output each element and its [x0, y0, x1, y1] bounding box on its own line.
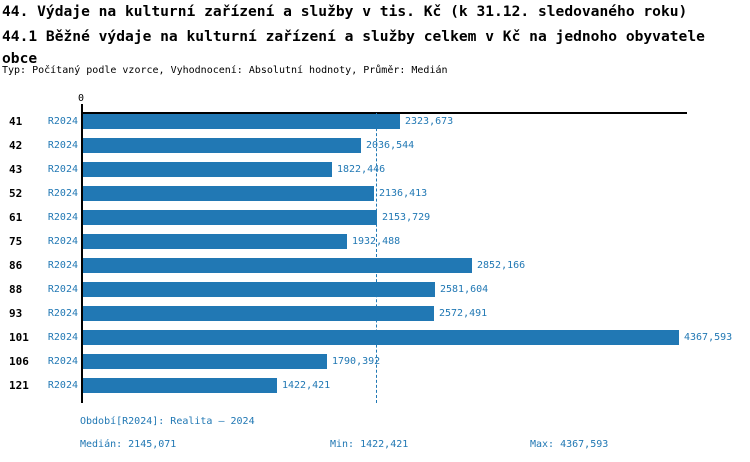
bar	[83, 378, 277, 393]
bar	[83, 234, 347, 249]
bar	[83, 138, 361, 153]
bar-value-label: 2852,166	[477, 260, 526, 271]
bar	[83, 258, 472, 273]
x-axis-zero-tick	[81, 104, 83, 114]
bar	[83, 162, 332, 177]
row-category-label: 88	[9, 283, 23, 296]
bar-value-label: 1822,446	[337, 164, 386, 175]
row-category-label: 61	[9, 211, 23, 224]
row-series-label: R2024	[47, 332, 78, 343]
bar	[83, 282, 435, 297]
row-series-label: R2024	[47, 164, 78, 175]
period-legend: Období[R2024]: Realita – 2024	[80, 416, 255, 427]
chart-subtitle: 44.1 Běžné výdaje na kulturní zařízení a…	[2, 28, 705, 67]
median-reference-line	[376, 113, 377, 403]
bar	[83, 330, 679, 345]
x-axis-zero-label: 0	[77, 93, 85, 104]
bar-value-label: 2581,604	[440, 284, 489, 295]
bar-value-label: 4367,593	[684, 332, 733, 343]
chart-title: 44. Výdaje na kulturní zařízení a služby…	[2, 3, 688, 20]
y-axis-line	[81, 112, 83, 403]
bar-value-label: 2572,491	[439, 308, 488, 319]
row-category-label: 41	[9, 115, 23, 128]
bar	[83, 114, 400, 129]
row-series-label: R2024	[47, 308, 78, 319]
bar	[83, 210, 377, 225]
bar-value-label: 1790,392	[332, 356, 381, 367]
bar	[83, 306, 434, 321]
bar-value-label: 1422,421	[282, 380, 331, 391]
row-series-label: R2024	[47, 380, 78, 391]
row-series-label: R2024	[47, 116, 78, 127]
bar	[83, 186, 374, 201]
row-series-label: R2024	[47, 188, 78, 199]
row-series-label: R2024	[47, 260, 78, 271]
row-category-label: 43	[9, 163, 23, 176]
bar-value-label: 2036,544	[366, 140, 415, 151]
row-series-label: R2024	[47, 140, 78, 151]
row-category-label: 52	[9, 187, 23, 200]
row-series-label: R2024	[47, 356, 78, 367]
median-stat: Medián: 2145,071	[80, 439, 177, 450]
bar-value-label: 2153,729	[382, 212, 431, 223]
row-series-label: R2024	[47, 284, 78, 295]
x-axis-line	[81, 112, 687, 114]
row-category-label: 86	[9, 259, 23, 272]
row-category-label: 75	[9, 235, 23, 248]
row-series-label: R2024	[47, 236, 78, 247]
chart-meta-info: Typ: Počítaný podle vzorce, Vyhodnocení:…	[2, 65, 448, 76]
bar-value-label: 2323,673	[405, 116, 454, 127]
row-category-label: 106	[9, 355, 29, 368]
row-category-label: 121	[9, 379, 29, 392]
max-stat: Max: 4367,593	[530, 439, 609, 450]
row-series-label: R2024	[47, 212, 78, 223]
row-category-label: 101	[9, 331, 29, 344]
row-category-label: 93	[9, 307, 23, 320]
bar-value-label: 2136,413	[379, 188, 428, 199]
bar	[83, 354, 327, 369]
row-category-label: 42	[9, 139, 23, 152]
min-stat: Min: 1422,421	[330, 439, 409, 450]
